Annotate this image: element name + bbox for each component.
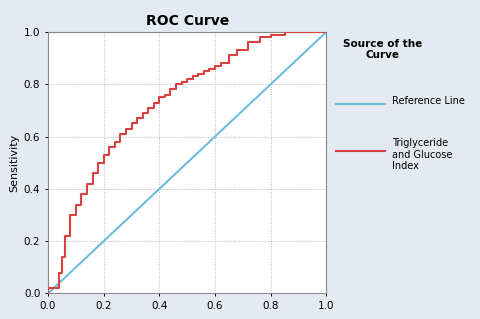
Text: Source of the
Curve: Source of the Curve bbox=[343, 39, 422, 60]
Title: ROC Curve: ROC Curve bbox=[145, 14, 229, 28]
Y-axis label: Sensitivity: Sensitivity bbox=[10, 134, 20, 192]
Text: Triglyceride
and Glucose
Index: Triglyceride and Glucose Index bbox=[392, 138, 452, 171]
Text: Reference Line: Reference Line bbox=[392, 96, 465, 106]
